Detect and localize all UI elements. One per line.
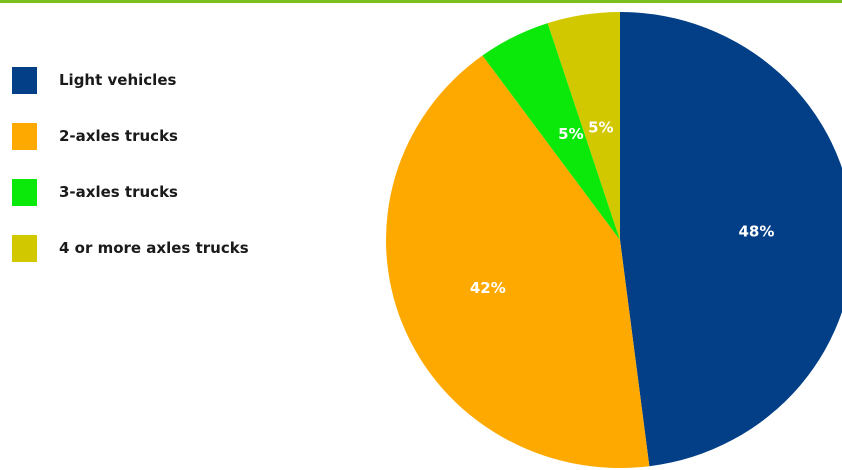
slice-value-label: 5% [588, 119, 613, 137]
slice-value-label: 48% [738, 223, 774, 241]
pie-labels: 48% 42% 5% 5% [470, 119, 775, 298]
legend-label: 4 or more axles trucks [59, 239, 249, 257]
pie-slice-3-axles-trucks [482, 23, 620, 240]
legend-item-2-axles-trucks: 2-axles trucks [12, 122, 342, 150]
legend-swatch [12, 122, 37, 150]
slice-value-label: 42% [470, 279, 506, 297]
pie-chart-svg: 48% 42% 5% 5% [385, 12, 842, 468]
legend-label: 2-axles trucks [59, 127, 178, 145]
pie-slice-2-axles-trucks [385, 55, 650, 468]
legend-item-4-or-more-axles-trucks: 4 or more axles trucks [12, 234, 342, 262]
slice-value-label: 5% [558, 125, 583, 143]
pie-slices [385, 12, 842, 468]
legend-item-3-axles-trucks: 3-axles trucks [12, 178, 342, 206]
legend-swatch [12, 66, 37, 94]
top-rule [0, 0, 842, 3]
legend-label: Light vehicles [59, 71, 177, 89]
chart-legend: Light vehicles 2-axles trucks 3-axles tr… [12, 66, 342, 290]
legend-item-light-vehicles: Light vehicles [12, 66, 342, 94]
pie-chart: 48% 42% 5% 5% [380, 0, 842, 470]
legend-swatch [12, 234, 37, 262]
legend-label: 3-axles trucks [59, 183, 178, 201]
legend-swatch [12, 178, 37, 206]
pie-slice-light-vehicles [620, 12, 842, 467]
pie-slice-4-or-more-axles-trucks [547, 12, 620, 240]
